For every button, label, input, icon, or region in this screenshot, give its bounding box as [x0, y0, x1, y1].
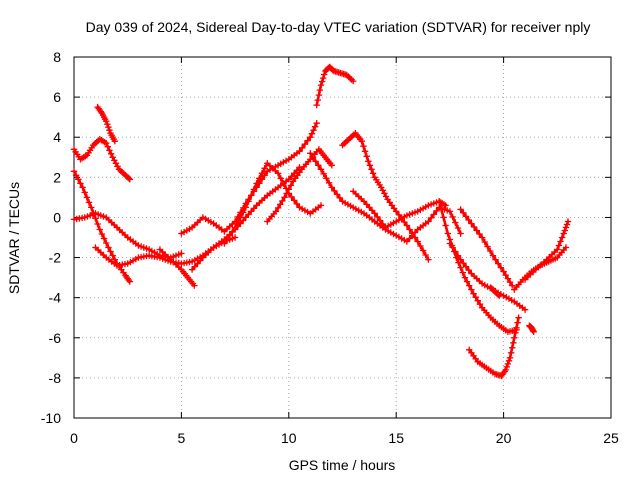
series-track-20: [521, 218, 572, 283]
series-track-2: [70, 168, 133, 285]
y-tick-label: 8: [53, 49, 61, 65]
series-plus-markers: [511, 244, 570, 293]
y-tick-label: 4: [53, 129, 61, 145]
series-track-10: [264, 146, 335, 225]
series-plus-markers: [70, 136, 133, 183]
series-track-21: [526, 322, 537, 335]
series-plus-markers: [487, 284, 503, 299]
plot-frame: [73, 56, 612, 419]
series-track-22: [487, 284, 503, 299]
y-axis-title: SDTVAR / TECUs: [6, 182, 22, 294]
x-tick-label: 20: [496, 430, 512, 446]
y-tick-label: -4: [49, 290, 62, 306]
y-tick-label: -8: [49, 370, 62, 386]
y-tick-label: 0: [53, 209, 61, 225]
series-track-14: [350, 188, 449, 231]
series-track-9: [221, 160, 325, 247]
y-tick-label: -2: [49, 250, 62, 266]
series-plus-markers: [526, 322, 537, 335]
series-track-18: [457, 206, 516, 289]
x-tick-label: 25: [603, 430, 619, 446]
series-plus-markers: [339, 130, 432, 263]
y-tick-label: -10: [41, 410, 61, 426]
series-plus-markers: [156, 246, 198, 289]
x-axis-title: GPS time / hours: [289, 457, 396, 473]
series-plus-markers: [436, 198, 520, 335]
series-plus-markers: [466, 314, 522, 380]
series-track-6: [156, 246, 198, 289]
grid-lines: [74, 57, 611, 418]
x-tick-label: 0: [70, 430, 78, 446]
series-track-3: [70, 210, 185, 261]
y-tick-label: -6: [49, 330, 62, 346]
series-trace: [266, 148, 334, 223]
series-plus-markers: [70, 168, 133, 285]
series-plus-markers: [457, 206, 516, 289]
series-plus-markers: [521, 218, 572, 283]
data-series: [70, 63, 572, 380]
x-tick-label: 5: [178, 430, 186, 446]
y-tick-label: 6: [53, 89, 61, 105]
series-track-15: [436, 198, 520, 335]
series-trace: [437, 200, 518, 334]
series-track-11: [313, 63, 357, 109]
x-tick-label: 15: [388, 430, 404, 446]
series-plus-markers: [94, 103, 118, 145]
y-tick-label: 2: [53, 169, 61, 185]
x-tick-label: 10: [281, 430, 297, 446]
series-track-13: [339, 130, 432, 263]
series-plus-markers: [70, 210, 185, 261]
series-track-1: [70, 136, 133, 183]
series-track-19: [511, 244, 570, 293]
series-track-17: [466, 314, 522, 380]
series-plus-markers: [350, 188, 449, 231]
series-plus-markers: [313, 63, 357, 109]
series-trace: [223, 162, 323, 245]
series-plus-markers: [264, 146, 335, 225]
series-trace: [467, 316, 520, 378]
axis-ticks: 0 5 10 15 20 25 -10 -8 -6 -4 -2 0 2 4 6 8: [41, 49, 619, 446]
series-track-5: [94, 103, 118, 145]
series-plus-markers: [221, 160, 325, 247]
chart-title: Day 039 of 2024, Sidereal Day-to-day VTE…: [86, 19, 591, 35]
